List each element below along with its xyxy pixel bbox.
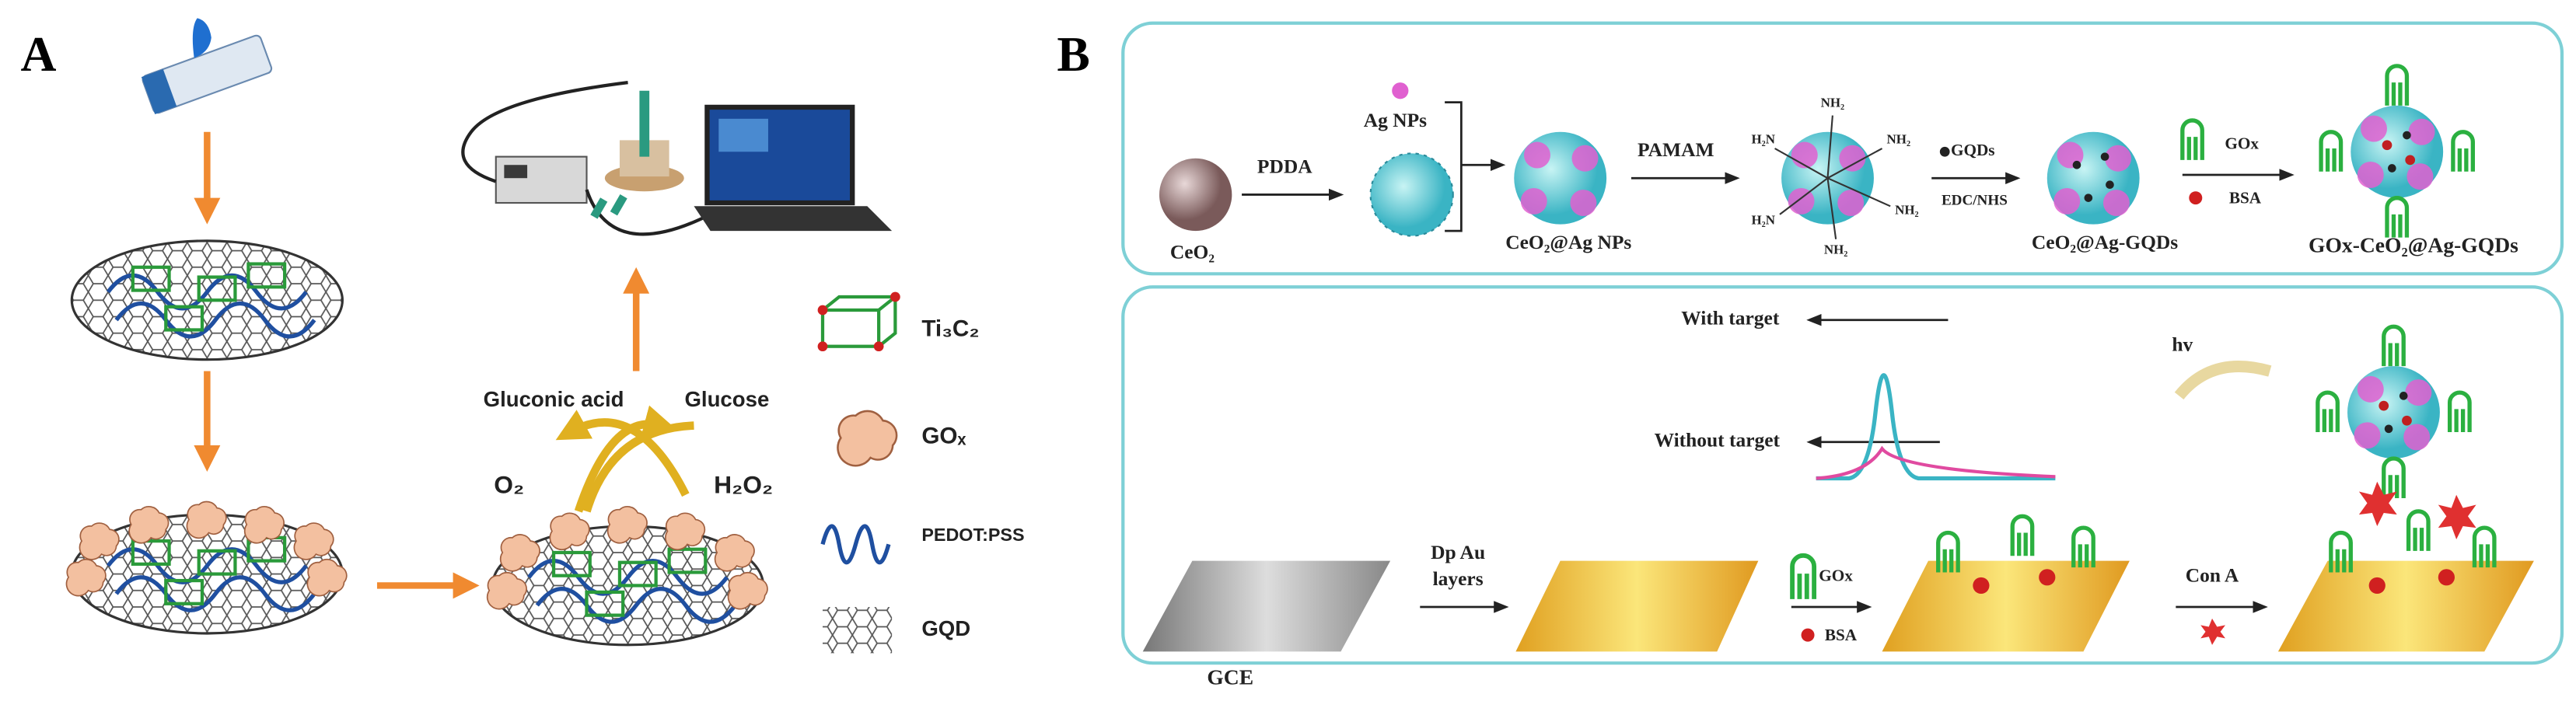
- label: PAMAM: [1638, 138, 1714, 161]
- amine-label: NH₂: [1895, 203, 1919, 218]
- enzyme-electrode: [65, 500, 348, 633]
- synthesis-box: [1121, 21, 2564, 276]
- legend-label: Ti₃C₂: [921, 316, 979, 341]
- con-a: [2200, 618, 2225, 645]
- label: CeO₂@Ag NPs: [1505, 231, 1631, 253]
- label: Without target: [1655, 429, 1781, 452]
- gox-icon: [2183, 120, 2202, 160]
- legend-label: PEDOT:PSS: [921, 525, 1024, 545]
- pamam-dendrimer: [1774, 115, 1891, 239]
- con-a: [2438, 494, 2476, 540]
- amine-label: H₂N: [1751, 131, 1775, 146]
- panel-label: B: [1057, 26, 1089, 82]
- label: BSA: [1825, 626, 1858, 644]
- label: With target: [1681, 307, 1780, 330]
- nanoprobe: [2321, 66, 2473, 238]
- label: GOx: [1819, 567, 1853, 585]
- legend: Ti₃C₂ GOₓ PEDOT:PSS GQD: [817, 291, 1025, 654]
- bound-plate: [2277, 511, 2534, 652]
- gqd-dot: [1939, 146, 1950, 157]
- enzyme-plate: [1882, 516, 2130, 652]
- reaction-arrow: [582, 421, 694, 513]
- gce-plate: [1142, 560, 1391, 652]
- legend-label: GQD: [921, 616, 970, 640]
- panel-a: A Gluconic acid Glucose O₂ H₂O₂ Ti₃C₂ GO…: [21, 18, 1025, 654]
- label: Ag NPs: [1364, 109, 1427, 131]
- amine-label: H₂N: [1751, 212, 1775, 227]
- bsa-icon: [1801, 628, 1815, 642]
- modified-electrode: [72, 241, 342, 360]
- ag-np: [1392, 82, 1409, 99]
- detection-box: [1121, 285, 2564, 665]
- legend-icon: [820, 524, 891, 565]
- reaction-electrode: [486, 506, 768, 645]
- ceo2-ag-np: [1514, 131, 1607, 225]
- label: Dp Au: [1431, 541, 1485, 563]
- panel-b: B CeO₂ PDDA Ag NPs CeO₂@Ag NPs PAMAM H₂N…: [1057, 21, 2564, 689]
- ceo2-ag-gqd: [2046, 131, 2140, 225]
- amine-label: NH₂: [1824, 242, 1848, 256]
- legend-icon: [817, 291, 900, 352]
- gox-icon: [1792, 556, 1814, 599]
- au-plate: [1515, 560, 1759, 652]
- measurement-setup: [461, 81, 893, 236]
- label: hv: [2172, 333, 2193, 356]
- legend-label: GOₓ: [921, 423, 966, 448]
- con-a: [2358, 481, 2397, 527]
- bsa-icon: [2189, 191, 2203, 205]
- legend-icon: [822, 607, 893, 654]
- amine-label: NH₂: [1821, 96, 1845, 110]
- signal-curve: [1816, 373, 2056, 481]
- reaction-product: Gluconic acid: [484, 387, 624, 411]
- nanoprobe: [2318, 326, 2469, 498]
- reaction-arrow: [574, 405, 677, 513]
- reaction-oxygen: O₂: [494, 471, 524, 499]
- sensor-chip: [141, 18, 273, 115]
- label: BSA: [2229, 189, 2262, 208]
- label: layers: [1433, 567, 1484, 590]
- legend-icon: [837, 410, 898, 467]
- panel-label: A: [21, 26, 57, 82]
- label: CeO₂@Ag-GQDs: [2032, 231, 2178, 253]
- label: EDC/NHS: [1942, 192, 2008, 208]
- label: GQDs: [1951, 141, 1995, 159]
- signal-curve: [1816, 445, 2056, 480]
- label: PDDA: [1257, 155, 1312, 177]
- pdda-sphere: [1369, 152, 1454, 237]
- reaction-substrate: Glucose: [684, 387, 769, 411]
- bracket: [1445, 101, 1502, 232]
- label: CeO₂: [1170, 241, 1215, 263]
- label: Con A: [2186, 564, 2239, 587]
- amine-label: NH₂: [1886, 131, 1910, 146]
- reaction-peroxide: H₂O₂: [714, 471, 773, 499]
- label: GOx: [2225, 134, 2259, 153]
- light-arrow: [2174, 361, 2272, 400]
- ceo2-sphere: [1159, 158, 1232, 232]
- label: GCE: [1207, 665, 1253, 689]
- label: GOx-CeO₂@Ag-GQDs: [2309, 233, 2518, 257]
- reaction-arrow: [555, 410, 690, 497]
